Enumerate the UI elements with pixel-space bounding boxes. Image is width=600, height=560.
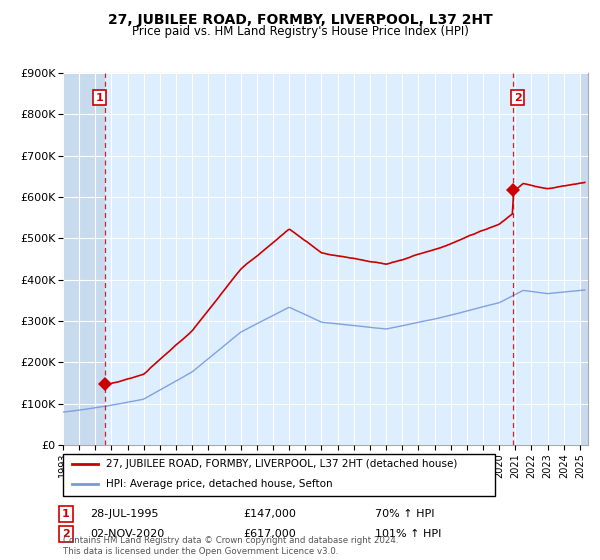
Text: HPI: Average price, detached house, Sefton: HPI: Average price, detached house, Seft… <box>106 479 333 489</box>
Text: 02-NOV-2020: 02-NOV-2020 <box>90 529 164 539</box>
Text: 1: 1 <box>96 92 104 102</box>
Text: 27, JUBILEE ROAD, FORMBY, LIVERPOOL, L37 2HT: 27, JUBILEE ROAD, FORMBY, LIVERPOOL, L37… <box>107 13 493 27</box>
Text: 27, JUBILEE ROAD, FORMBY, LIVERPOOL, L37 2HT (detached house): 27, JUBILEE ROAD, FORMBY, LIVERPOOL, L37… <box>106 459 458 469</box>
Text: Contains HM Land Registry data © Crown copyright and database right 2024.
This d: Contains HM Land Registry data © Crown c… <box>63 536 398 556</box>
Text: 28-JUL-1995: 28-JUL-1995 <box>90 509 158 519</box>
Text: £147,000: £147,000 <box>243 509 296 519</box>
FancyBboxPatch shape <box>63 454 495 496</box>
Text: 2: 2 <box>514 92 521 102</box>
Text: 1: 1 <box>62 509 70 519</box>
Text: 101% ↑ HPI: 101% ↑ HPI <box>375 529 442 539</box>
Text: £617,000: £617,000 <box>243 529 296 539</box>
Text: 2: 2 <box>62 529 70 539</box>
Text: 70% ↑ HPI: 70% ↑ HPI <box>375 509 434 519</box>
Text: Price paid vs. HM Land Registry's House Price Index (HPI): Price paid vs. HM Land Registry's House … <box>131 25 469 38</box>
